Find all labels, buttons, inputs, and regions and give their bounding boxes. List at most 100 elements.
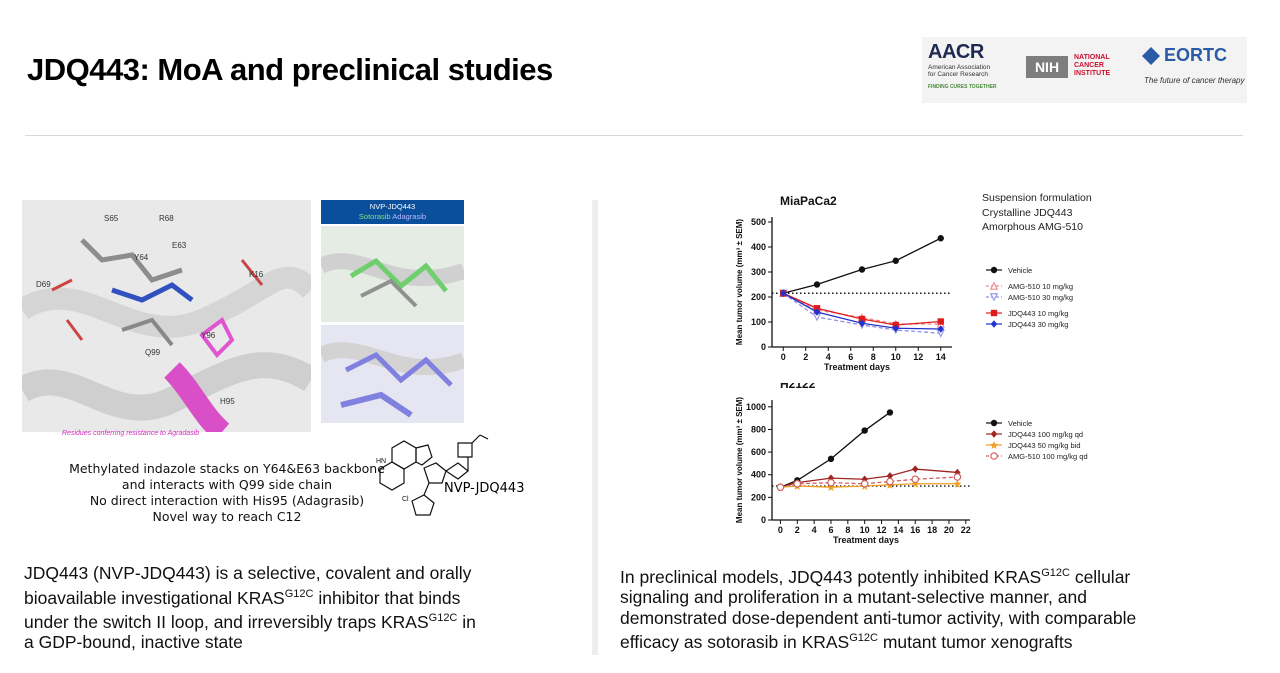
data-point <box>813 308 821 316</box>
data-point <box>780 289 787 297</box>
x-tick-label: 14 <box>893 525 903 535</box>
data-point <box>990 452 998 460</box>
x-tick-label: 8 <box>845 525 850 535</box>
data-point <box>990 430 998 438</box>
chart-title: H2122 <box>780 383 816 391</box>
x-tick-label: 8 <box>871 352 876 362</box>
x-axis-label: Treatment days <box>824 362 890 372</box>
data-point <box>937 325 944 333</box>
residue-label: K16 <box>249 270 264 279</box>
residue-label: E63 <box>172 241 187 250</box>
right-description: In preclinical models, JDQ443 potently i… <box>620 566 1137 653</box>
y-axis-label: Mean tumor volume (mm³ ± SEM) <box>735 219 744 346</box>
data-point <box>827 478 835 487</box>
residue-label: Y64 <box>134 253 149 262</box>
y-tick-label: 0 <box>761 342 766 352</box>
data-point <box>892 324 899 332</box>
legend-label: AMG-510 10 mg/kg <box>1008 282 1073 291</box>
h2122-chart: H2122 0 200 400 600 800 1000 0 2 4 6 8 10 12 14 16 18 20 2… <box>735 383 971 545</box>
x-tick-label: 16 <box>910 525 920 535</box>
series-line <box>780 411 891 488</box>
legend-label: JDQ443 10 mg/kg <box>1008 309 1068 318</box>
y-tick-label: 0 <box>761 515 766 525</box>
data-point <box>886 477 894 486</box>
data-point <box>861 475 868 483</box>
protein-ribbon-drawing <box>22 238 311 432</box>
y-tick-label: 400 <box>751 470 766 480</box>
legend-label: JDQ443 100 mg/kg qd <box>1008 430 1083 439</box>
structure-caption: Methylated indazole stacks on Y64&E63 ba… <box>69 461 385 524</box>
data-point <box>826 483 835 492</box>
x-tick-label: 10 <box>891 352 901 362</box>
data-point <box>886 409 894 416</box>
aacr-mark: AACR <box>928 41 984 63</box>
data-point <box>953 479 962 488</box>
miapaca2-chart: MiaPaCa2 0 100 200 300 400 500 0 2 4 6 8 10 12 14 Treat… <box>735 195 952 372</box>
y-tick-label: 300 <box>751 267 766 277</box>
x-tick-label: 12 <box>913 352 923 362</box>
adagrasib-overlay-image <box>321 325 464 423</box>
data-point <box>793 479 802 488</box>
svg-text:Cl: Cl <box>402 496 409 503</box>
eortc-emblem-icon <box>1142 47 1160 65</box>
sponsor-logos: AACR American Association for Cancer Res… <box>922 37 1247 103</box>
series-line <box>783 237 942 294</box>
residue-label: R68 <box>159 214 174 223</box>
x-tick-label: 14 <box>936 352 946 362</box>
data-point <box>827 455 835 463</box>
data-point <box>990 320 998 328</box>
x-tick-label: 4 <box>826 352 831 362</box>
data-point <box>990 266 998 274</box>
residue-label: Y96 <box>201 331 216 340</box>
data-point <box>858 319 866 327</box>
data-point <box>937 318 944 325</box>
y-tick-label: 100 <box>751 317 766 327</box>
data-point <box>937 235 944 242</box>
left-description: JDQ443 (NVP-JDQ443) is a selective, cova… <box>24 563 476 653</box>
y-tick-label: 200 <box>751 492 766 502</box>
data-point <box>989 281 999 290</box>
y-tick-label: 500 <box>751 217 766 227</box>
data-point <box>990 309 998 317</box>
x-tick-label: 22 <box>961 525 971 535</box>
y-tick-label: 600 <box>751 447 766 457</box>
page-title: JDQ443: MoA and preclinical studies <box>27 52 553 87</box>
x-tick-label: 4 <box>812 525 817 535</box>
sotorasib-overlay-image <box>321 226 464 322</box>
data-point <box>858 266 866 273</box>
column-divider <box>592 200 598 655</box>
molecule-label: NVP-JDQ443 <box>444 481 525 496</box>
y-tick-label: 1000 <box>746 402 766 412</box>
x-tick-label: 12 <box>877 525 887 535</box>
x-tick-label: 6 <box>828 525 833 535</box>
h2122-legend: Vehicle JDQ443 100 mg/kg qd JDQ443 50 mg/k… <box>986 419 1088 461</box>
x-tick-label: 10 <box>860 525 870 535</box>
legend-label: JDQ443 50 mg/kg bid <box>1008 441 1081 450</box>
x-tick-label: 18 <box>927 525 937 535</box>
y-axis-label: Mean tumor volume (mm³ ± SEM) <box>735 397 744 524</box>
legend-label: AMG-510 30 mg/kg <box>1008 293 1073 302</box>
x-tick-label: 0 <box>781 352 786 362</box>
aacr-logo: AACR American Association for Cancer Res… <box>928 41 997 90</box>
x-tick-label: 2 <box>803 352 808 362</box>
data-point <box>990 441 998 449</box>
data-point <box>911 479 920 488</box>
data-point <box>776 483 785 491</box>
jdq443-molecule-drawing: HN Cl <box>376 434 489 516</box>
x-tick-label: 20 <box>944 525 954 535</box>
x-tick-label: 2 <box>795 525 800 535</box>
data-point <box>860 479 869 488</box>
header-divider <box>25 135 1243 136</box>
data-point <box>911 475 920 484</box>
eortc-logo: EORTC The future of cancer therapy <box>1142 45 1245 85</box>
y-tick-label: 200 <box>751 292 766 302</box>
resistance-note: Residues conferring resistance to Agrada… <box>62 430 200 437</box>
data-point <box>813 305 821 312</box>
nci-text: NATIONAL CANCER INSTITUTE <box>1074 54 1111 77</box>
legend-label: AMG-510 100 mg/kg qd <box>1008 452 1088 461</box>
legend-label: Vehicle <box>1008 266 1032 275</box>
residue-label: Q99 <box>145 348 161 357</box>
data-point <box>989 293 999 302</box>
data-point <box>953 473 962 481</box>
data-point <box>858 315 866 323</box>
